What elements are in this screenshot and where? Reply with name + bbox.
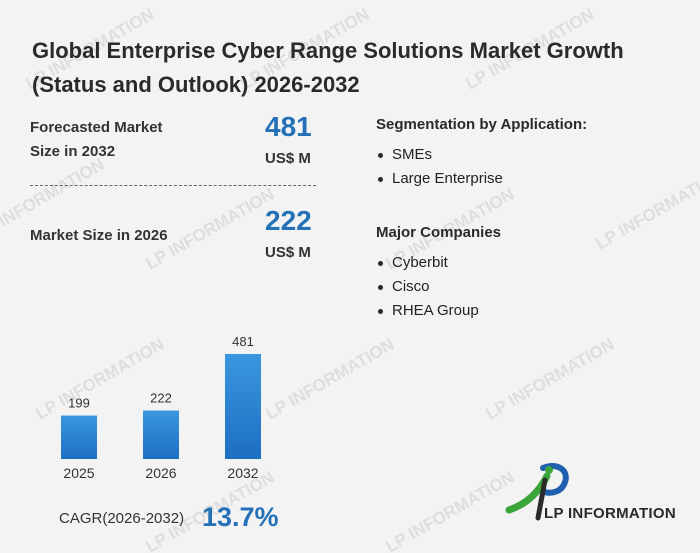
forecast-label-line1: Forecasted Market — [30, 119, 163, 136]
list-item: Cisco — [376, 275, 479, 299]
cagr-label: CAGR(2026-2032) — [59, 510, 185, 527]
divider — [30, 185, 316, 186]
page-title: Global Enterprise Cyber Range Solutions … — [32, 38, 624, 97]
logo-text: LP INFORMATION — [544, 505, 676, 522]
forecast-value: 481 — [265, 111, 312, 142]
list-item: SMEs — [376, 143, 503, 167]
bar-2026 — [143, 410, 179, 459]
forecast-label-line2: Size in 2032 — [30, 143, 116, 160]
current-value: 222 — [265, 205, 312, 236]
current-label: Market Size in 2026 — [30, 227, 168, 244]
lp-information-logo — [505, 462, 569, 521]
list-item: Cyberbit — [376, 251, 479, 275]
segmentation-title: Segmentation by Application: — [376, 116, 588, 133]
current-unit: US$ M — [265, 244, 311, 261]
bar-2032 — [225, 354, 261, 459]
forecast-unit: US$ M — [265, 150, 311, 167]
companies-title: Major Companies — [376, 224, 502, 241]
x-tick-label: 2025 — [63, 465, 94, 481]
list-item: RHEA Group — [376, 299, 479, 323]
cagr-value: 13.7% — [202, 502, 279, 532]
bar-value-label: 222 — [150, 391, 172, 406]
segmentation-list: SMEs Large Enterprise — [376, 143, 503, 191]
x-tick-label: 2026 — [145, 465, 176, 481]
companies-list: Cyberbit Cisco RHEA Group — [376, 251, 479, 323]
bar-value-label: 481 — [232, 334, 254, 349]
list-item: Large Enterprise — [376, 167, 503, 191]
x-tick-label: 2032 — [227, 465, 258, 481]
bar-2025 — [61, 415, 97, 459]
bar-value-label: 199 — [68, 396, 90, 411]
